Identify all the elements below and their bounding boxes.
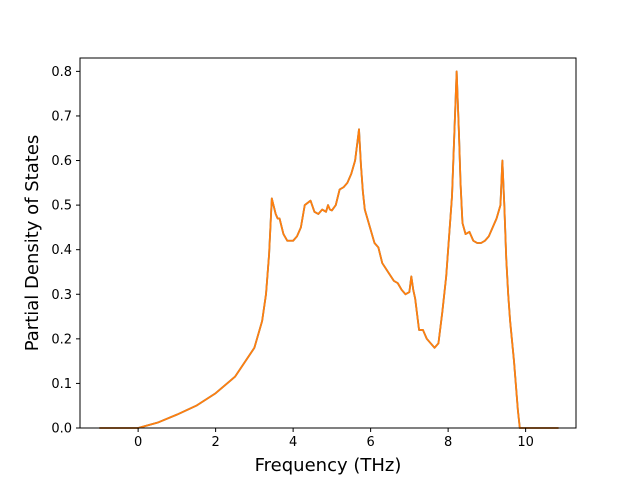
plot-frame [79, 57, 577, 429]
y-tick-label: 0.8 [51, 65, 72, 80]
x-axis-title: Frequency (THz) [255, 455, 402, 476]
x-tick-label: 8 [444, 435, 452, 450]
x-tick-label: 0 [134, 435, 142, 450]
x-tick-label: 2 [211, 435, 219, 450]
x-tick-label: 6 [366, 435, 374, 450]
y-tick-label: 0.0 [51, 422, 72, 437]
y-tick-label: 0.7 [51, 109, 72, 124]
series-line-2 [99, 70, 559, 429]
y-tick-label: 0.5 [51, 199, 72, 214]
x-tick-label: 4 [289, 435, 297, 450]
series-layer [99, 70, 559, 429]
y-tick-label: 0.1 [51, 377, 72, 392]
y-axis: 0.0 0.1 0.2 0.3 0.4 0.5 0.6 0.7 0.8 [51, 65, 80, 437]
y-tick-label: 0.6 [51, 154, 72, 169]
y-tick-label: 0.2 [51, 332, 72, 347]
y-axis-title: Partial Density of States [22, 135, 43, 352]
y-tick-label: 0.3 [51, 288, 72, 303]
x-axis: 0 2 4 6 8 10 [134, 428, 534, 450]
y-tick-label: 0.4 [51, 243, 72, 258]
x-tick-label: 10 [517, 435, 534, 450]
